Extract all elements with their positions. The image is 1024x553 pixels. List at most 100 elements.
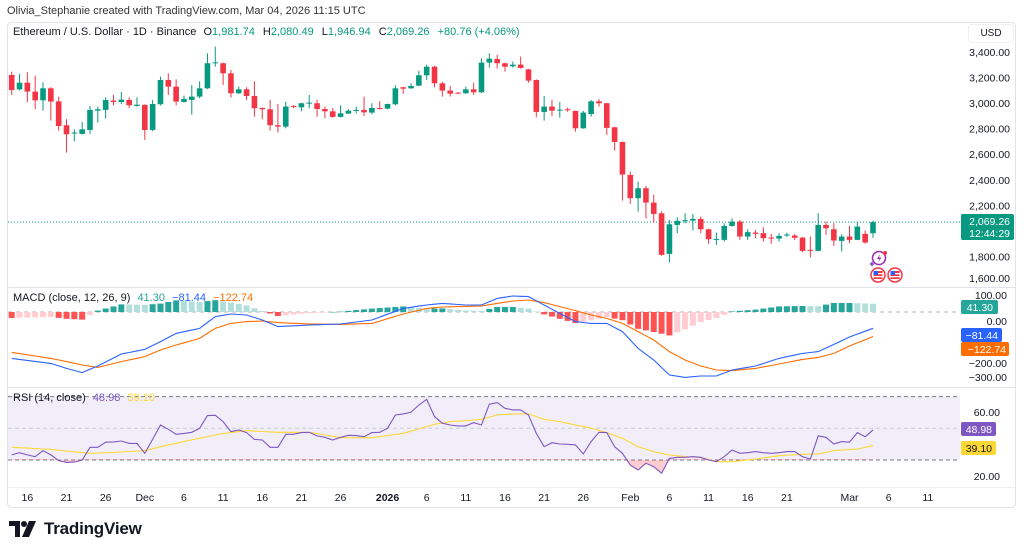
us-flag-icon[interactable]	[870, 267, 886, 283]
candle-body	[478, 62, 485, 93]
price-axis-label: 2,600.00	[969, 149, 1010, 161]
macd-histogram-bar	[431, 308, 438, 312]
candle-body	[149, 104, 156, 130]
candle	[791, 233, 798, 240]
candle	[768, 233, 775, 244]
rsi-lines	[11, 398, 874, 475]
candle	[572, 110, 579, 132]
rsi-badge: 48.98	[966, 424, 992, 436]
macd-histogram-bar	[439, 308, 446, 312]
candle-body	[8, 75, 15, 90]
candle	[290, 105, 297, 109]
macd-histogram-bar	[55, 312, 62, 318]
macd-histogram-bar	[79, 312, 86, 320]
candle-body	[729, 221, 735, 226]
macd-histogram-bar	[713, 312, 720, 318]
symbol-title[interactable]: Ethereum / U.S. Dollar · 1D · Binance	[13, 26, 197, 38]
candle-body	[251, 95, 258, 109]
tradingview-logo[interactable]: TradingView	[9, 519, 142, 539]
candle	[220, 62, 226, 85]
macd-histogram-bar	[517, 307, 524, 312]
time-axis-label: 21	[61, 492, 73, 504]
time-axis-label: 6	[181, 492, 187, 504]
candle	[697, 216, 704, 234]
candle-body	[784, 234, 790, 236]
macd-histogram-bar	[744, 310, 751, 312]
time-axis-label: 6	[424, 492, 430, 504]
macd-histogram-bar	[635, 312, 642, 329]
macd-histogram-bar	[63, 312, 70, 319]
logo-text: TradingView	[44, 519, 142, 538]
macd-histogram-bar	[588, 312, 595, 321]
candle	[737, 219, 743, 240]
macd-histogram-bar	[595, 312, 602, 319]
candle-body	[760, 233, 767, 239]
candle-body	[408, 85, 414, 89]
candle-body	[470, 89, 477, 93]
price-axis-label: 3,200.00	[969, 73, 1010, 85]
macd-histogram-bar	[267, 312, 274, 314]
macd-histogram-bar	[235, 304, 242, 312]
candle-body	[376, 107, 383, 109]
candle-body	[40, 88, 46, 101]
candle-body	[525, 69, 532, 81]
candle	[815, 213, 821, 252]
lightning-event-icon[interactable]	[869, 250, 887, 267]
candle-body	[650, 202, 657, 214]
currency-button[interactable]: USD	[968, 24, 1014, 43]
price-axis-label: 2,400.00	[969, 175, 1010, 187]
candle-body	[674, 220, 681, 225]
macd-axis-label: 0.00	[987, 316, 1008, 328]
macd-histogram-bar	[126, 304, 133, 312]
macd-histogram-bar	[776, 306, 783, 312]
candle-body	[134, 104, 140, 106]
time-axis-label: Feb	[621, 492, 639, 504]
us-flag-icon[interactable]	[887, 267, 903, 283]
candle	[721, 223, 728, 242]
macd-histogram-bar	[823, 304, 830, 312]
macd-title[interactable]: MACD (close, 12, 26, 9)	[13, 292, 131, 304]
time-axis-label: 16	[742, 492, 754, 504]
candle-body	[71, 132, 78, 134]
low-label: L	[321, 26, 328, 38]
macd-histogram-bar	[729, 311, 736, 312]
rsi-title[interactable]: RSI (14, close)	[13, 392, 86, 404]
macd-signal-value: −122.74	[213, 292, 254, 304]
macd-histogram-bar	[721, 312, 728, 315]
macd-histogram-bar	[204, 301, 211, 312]
candle-body	[799, 237, 806, 251]
candle-body	[196, 88, 203, 97]
macd-histogram-bar	[447, 309, 454, 312]
macd-pane	[8, 295, 960, 378]
macd-histogram-bar	[376, 308, 383, 312]
candle-body	[619, 141, 626, 175]
candle-body	[384, 104, 391, 109]
macd-histogram-bar	[384, 307, 391, 312]
candle	[118, 92, 125, 105]
candle	[87, 105, 93, 134]
candle-body	[643, 188, 649, 203]
macd-axis-label: 100.00	[975, 290, 1007, 302]
macd-axis-label: −200.00	[969, 358, 1007, 370]
price-axis-label: 3,000.00	[969, 98, 1010, 110]
candle	[408, 83, 414, 89]
macd-histogram-bar	[392, 306, 399, 312]
macd-histogram-bar	[619, 312, 626, 321]
candle	[580, 110, 587, 129]
candle-body	[48, 88, 54, 102]
candle-body	[455, 92, 461, 94]
candle	[643, 185, 649, 219]
tradingview-logo-icon	[9, 521, 36, 537]
candle	[55, 96, 62, 131]
macd-histogram-bar	[212, 300, 219, 312]
macd-histogram-bar	[165, 302, 172, 312]
candle-body	[353, 109, 360, 111]
candle	[478, 58, 485, 93]
candle	[846, 225, 853, 244]
candle	[455, 92, 461, 95]
candle	[306, 94, 313, 109]
time-axis-label: 11	[922, 492, 933, 504]
candle	[423, 64, 430, 80]
candle-body	[564, 109, 571, 111]
